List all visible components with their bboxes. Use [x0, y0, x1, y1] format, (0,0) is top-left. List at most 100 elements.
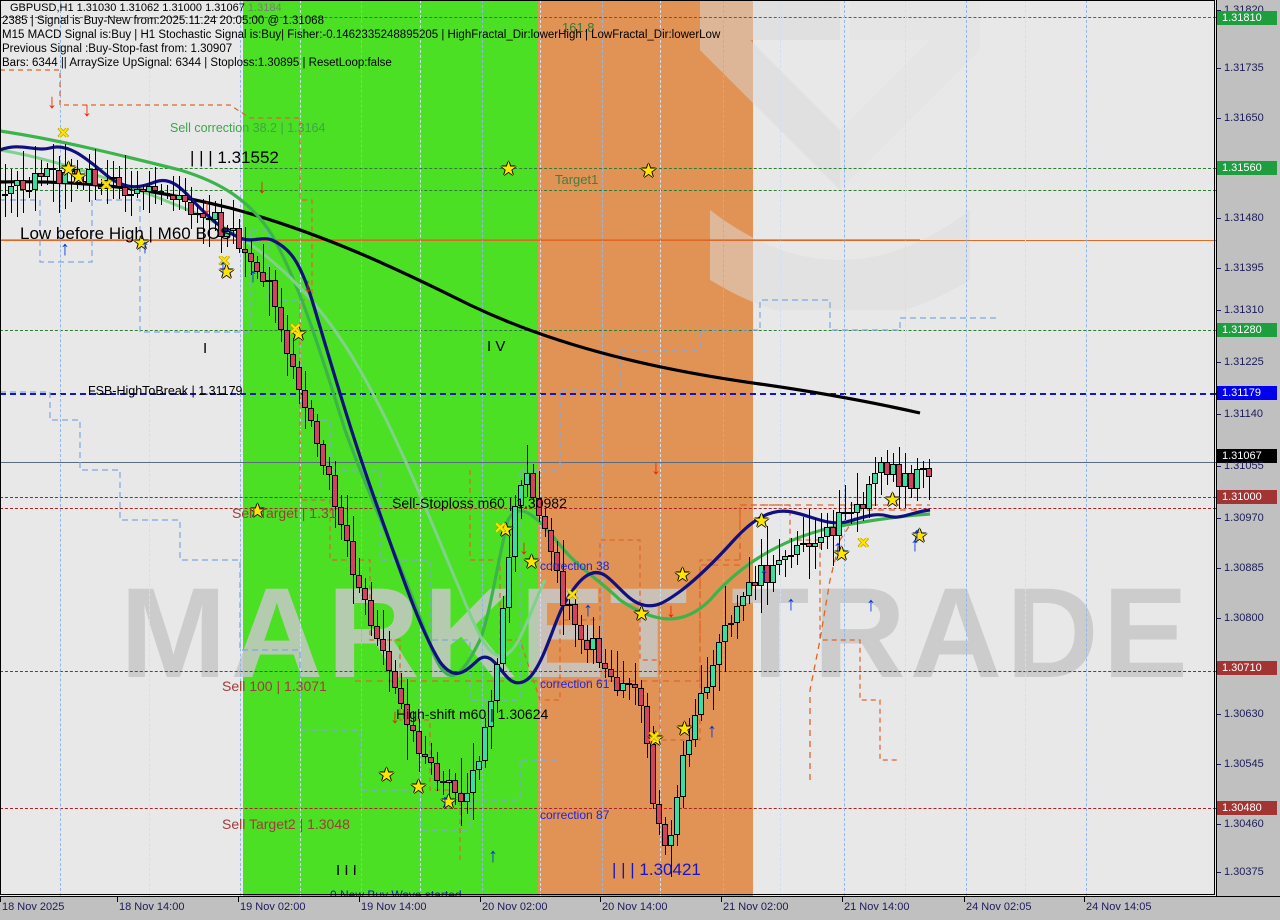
price-tick-1.31395: 1.31395: [1224, 262, 1264, 274]
price-tick-mark: [1217, 466, 1221, 467]
target1-level: [0, 17, 1216, 18]
candle-body: [866, 483, 872, 509]
day-separator: [300, 0, 301, 896]
trailing-stop-line: [355, 504, 930, 682]
time-tick-24-Nov-02-05: 24 Nov 02:05: [966, 901, 1032, 913]
annotation-sell-stoploss-m60: Sell-Stoploss m60 | 1.30982: [392, 495, 567, 511]
candle-body: [662, 823, 668, 846]
candle-body: [446, 780, 452, 783]
candle-wick: [136, 171, 138, 198]
time-tick-mark: [0, 897, 1, 902]
candle-body: [842, 511, 848, 514]
time-scale[interactable]: 18 Nov 2025 18 Nov 14:00 19 Nov 02:00 19 No…: [0, 896, 1280, 920]
fractal-channel-lower: [0, 391, 560, 831]
candle-body: [638, 688, 644, 707]
candle-body: [812, 543, 818, 548]
candle-body: [170, 194, 176, 200]
candle-body: [404, 703, 410, 725]
signal-star-icon: ★: [633, 604, 651, 625]
candle-body: [764, 564, 770, 583]
candle-body: [518, 485, 524, 507]
candle-body: [410, 724, 416, 731]
candle-body: [788, 554, 794, 557]
annotation-wave-label-iii: I I I: [336, 862, 357, 879]
candle-wick: [262, 244, 264, 288]
candle-wick: [820, 513, 822, 551]
price-scale[interactable]: 1.31820 1.31810 1.31735 1.31650 1.31560 1.314…: [1216, 0, 1280, 896]
candle-body: [710, 664, 716, 688]
candle-wick: [202, 199, 204, 245]
candle-body: [512, 506, 518, 557]
indicator-overlay: [0, 69, 1000, 860]
candle-wick: [16, 171, 18, 218]
candle-body: [548, 529, 554, 552]
day-separator: [1086, 0, 1087, 896]
candle-body: [614, 677, 620, 692]
current-price-line: [0, 462, 1216, 463]
candle-body: [878, 462, 884, 473]
buy-arrow-icon: ↑: [912, 524, 922, 546]
candle-body: [674, 797, 680, 835]
candle-body: [692, 715, 698, 741]
candle-body: [242, 249, 248, 254]
candle-wick: [928, 458, 930, 500]
buy-arrow-icon: ↑: [140, 236, 150, 258]
candle-body: [44, 168, 50, 178]
candle-body: [872, 472, 878, 484]
candle-wick: [856, 473, 858, 533]
signal-star-icon: ★: [249, 501, 267, 522]
buy-arrow-icon: ↑: [583, 599, 593, 621]
signal-x-icon: ✕: [289, 321, 302, 338]
candle-body: [734, 606, 740, 623]
day-separator: [482, 0, 483, 896]
signal-x-icon: ✕: [857, 535, 870, 552]
signal-star-icon: ★: [884, 490, 902, 511]
candle-wick: [568, 597, 570, 620]
candle-body: [362, 587, 368, 600]
candle-body: [608, 669, 614, 678]
reversal-zone-lower: [469, 470, 900, 761]
candle-wick: [142, 184, 144, 210]
annotation-new-buy-wave: 0 New Buy Wave started: [330, 888, 462, 896]
candle-body: [290, 354, 296, 368]
candle-body: [800, 542, 806, 546]
candle-body: [524, 473, 530, 486]
price-tick-1.31067: 1.31067: [1217, 449, 1277, 463]
annotation-sell-correction-382: Sell correction 38.2 | 1.3164: [170, 121, 326, 135]
price-tick-1.31179: 1.31179: [1217, 386, 1277, 400]
candle-body: [380, 638, 386, 651]
candle-wick: [166, 184, 168, 200]
info-line-bars: Bars: 6344 || ArraySize UpSignal: 6344 |…: [2, 57, 392, 69]
signal-x-icon: ✕: [218, 253, 231, 270]
candle-body: [500, 607, 506, 665]
day-separator: [905, 0, 906, 896]
signal-star-icon: ★: [218, 262, 236, 283]
price-tick-1.31735: 1.31735: [1224, 62, 1264, 74]
signal-star-icon: ★: [674, 565, 692, 586]
time-tick-24-Nov-14-05: 24 Nov 14:05: [1086, 901, 1152, 913]
ma-fast-blue: [0, 145, 931, 685]
price-tick-1.31560: 1.31560: [1217, 161, 1277, 175]
candle-body: [566, 604, 572, 607]
candle-wick: [130, 170, 132, 216]
candle-wick: [148, 170, 150, 214]
candle-wick: [178, 176, 180, 211]
buy-arrow-icon: ↑: [759, 564, 769, 586]
candle-body: [194, 212, 200, 215]
candle-body: [140, 189, 146, 192]
chart-plot-area[interactable]: MARKET TRADE: [0, 0, 1216, 896]
reversal-zone-upper: [0, 69, 461, 860]
signal-x-icon: ✕: [648, 729, 661, 746]
candle-body: [860, 504, 866, 509]
price-tick-1.31650: 1.31650: [1224, 112, 1264, 124]
candle-wick: [802, 516, 804, 552]
signal-star-icon: ★: [640, 161, 658, 182]
candle-body: [908, 473, 914, 489]
candle-body: [884, 462, 890, 476]
sell-arrow-icon: ↓: [651, 457, 661, 479]
candle-body: [506, 556, 512, 608]
candle-wick: [70, 158, 72, 202]
candle-body: [98, 185, 104, 189]
price-tick-1.31225: 1.31225: [1224, 356, 1264, 368]
